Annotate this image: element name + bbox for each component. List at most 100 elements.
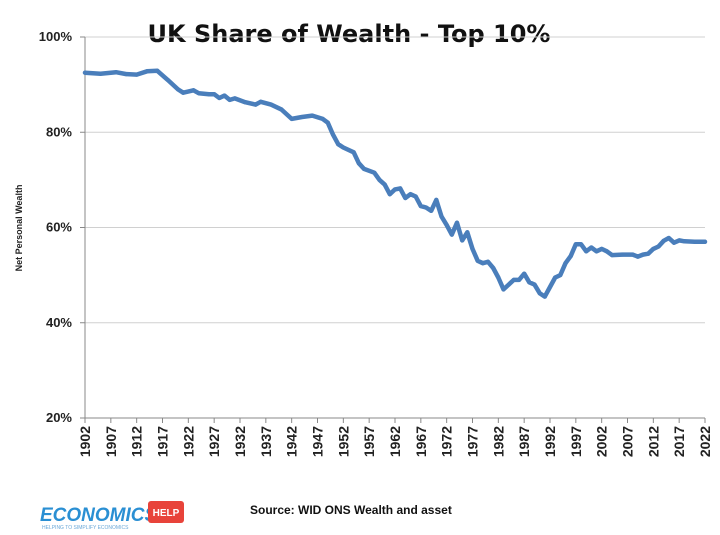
economics-help-logo: ECONOMICS HELP HELPING TO SIMPLIFY ECONO… <box>40 501 184 531</box>
data-point <box>579 242 583 247</box>
data-point <box>253 102 258 107</box>
series-line-group <box>82 68 708 299</box>
data-point <box>589 245 594 250</box>
chart-title: UK Share of Wealth - Top 10% <box>148 20 551 48</box>
x-tick-label: 1962 <box>387 426 403 457</box>
data-point <box>599 246 604 251</box>
data-point <box>258 99 263 104</box>
data-point <box>403 196 408 200</box>
data-point <box>537 291 542 296</box>
x-tick-label: 1982 <box>490 426 506 457</box>
data-point <box>584 249 589 254</box>
x-tick-label: 2002 <box>594 426 610 457</box>
x-tick-label: 1932 <box>232 426 248 457</box>
data-point <box>692 239 697 244</box>
data-point <box>114 70 118 75</box>
series-line-top10-share <box>82 68 708 299</box>
data-point <box>434 197 439 202</box>
data-point <box>641 252 645 257</box>
data-point <box>212 92 217 97</box>
gridlines <box>80 36 705 419</box>
data-point <box>501 287 506 292</box>
data-point <box>604 249 609 254</box>
data-point <box>444 223 449 228</box>
data-point <box>553 275 558 280</box>
data-point <box>310 113 315 118</box>
x-tick-label: 1977 <box>465 426 481 457</box>
axes <box>84 37 706 423</box>
data-point <box>460 238 465 243</box>
data-point <box>656 244 661 249</box>
data-point <box>527 280 532 285</box>
y-tick-label: 80% <box>46 124 72 139</box>
data-point <box>289 116 294 121</box>
data-point <box>398 186 403 191</box>
x-tick-label: 2007 <box>620 426 636 457</box>
data-point <box>682 239 687 244</box>
data-point <box>300 115 304 119</box>
x-tick-label: 1957 <box>361 426 377 457</box>
data-point <box>661 238 666 243</box>
y-tick-label: 20% <box>46 410 72 425</box>
data-point <box>165 77 170 82</box>
data-point <box>325 120 330 125</box>
data-point <box>470 246 475 251</box>
data-point <box>377 177 382 182</box>
data-point <box>393 187 397 192</box>
data-point <box>651 246 656 251</box>
data-point <box>217 96 222 100</box>
data-point <box>439 214 444 219</box>
data-point <box>449 232 454 237</box>
x-tick-label: 1942 <box>284 426 300 457</box>
data-point <box>677 238 682 243</box>
data-point <box>563 261 568 266</box>
data-point <box>413 194 418 199</box>
data-point <box>145 69 149 74</box>
x-tick-label: 2022 <box>697 426 713 457</box>
data-point <box>491 266 496 270</box>
data-point <box>418 204 423 209</box>
data-point <box>243 100 248 105</box>
data-point <box>408 192 413 197</box>
data-point <box>522 271 527 276</box>
x-tick-label: 1952 <box>335 426 351 457</box>
data-point <box>279 107 284 112</box>
data-point <box>196 91 201 96</box>
data-points <box>83 68 707 299</box>
data-point <box>155 68 160 73</box>
data-point <box>486 259 490 264</box>
data-point <box>573 242 578 247</box>
data-point <box>475 258 480 263</box>
data-point <box>269 102 273 107</box>
data-point <box>356 161 361 166</box>
data-point <box>465 230 470 235</box>
data-point <box>480 261 485 266</box>
data-point <box>635 254 640 259</box>
y-tick-label: 100% <box>39 29 73 44</box>
data-point <box>532 282 537 287</box>
data-point <box>227 97 232 102</box>
x-tick-label: 1937 <box>258 426 274 457</box>
data-point <box>620 252 625 257</box>
data-point <box>362 166 366 171</box>
logo-badge <box>148 501 184 523</box>
data-point <box>341 145 346 150</box>
data-point <box>331 132 335 137</box>
y-tick-labels: 20% 40% 60% 80% 100% <box>39 29 73 425</box>
data-point <box>382 182 387 187</box>
x-tick-label: 1987 <box>516 426 532 457</box>
data-point <box>320 116 325 121</box>
x-tick-label: 2012 <box>645 426 661 457</box>
data-point <box>181 90 186 95</box>
y-tick-label: 40% <box>46 315 72 330</box>
x-tick-label: 1907 <box>103 426 119 457</box>
data-point <box>672 240 676 245</box>
data-point <box>506 282 511 287</box>
data-point <box>703 239 707 244</box>
x-tick-label: 1997 <box>568 426 584 457</box>
data-point <box>517 277 521 282</box>
data-point <box>372 170 377 175</box>
data-point <box>222 93 227 98</box>
data-point <box>83 70 87 75</box>
